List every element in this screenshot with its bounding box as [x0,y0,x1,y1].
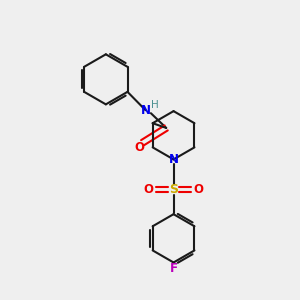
Text: O: O [144,183,154,196]
Text: O: O [134,141,144,154]
Text: N: N [141,104,151,117]
Text: S: S [169,183,178,196]
Text: N: N [169,153,178,166]
Text: F: F [169,262,178,275]
Text: H: H [152,100,159,110]
Text: O: O [193,183,203,196]
